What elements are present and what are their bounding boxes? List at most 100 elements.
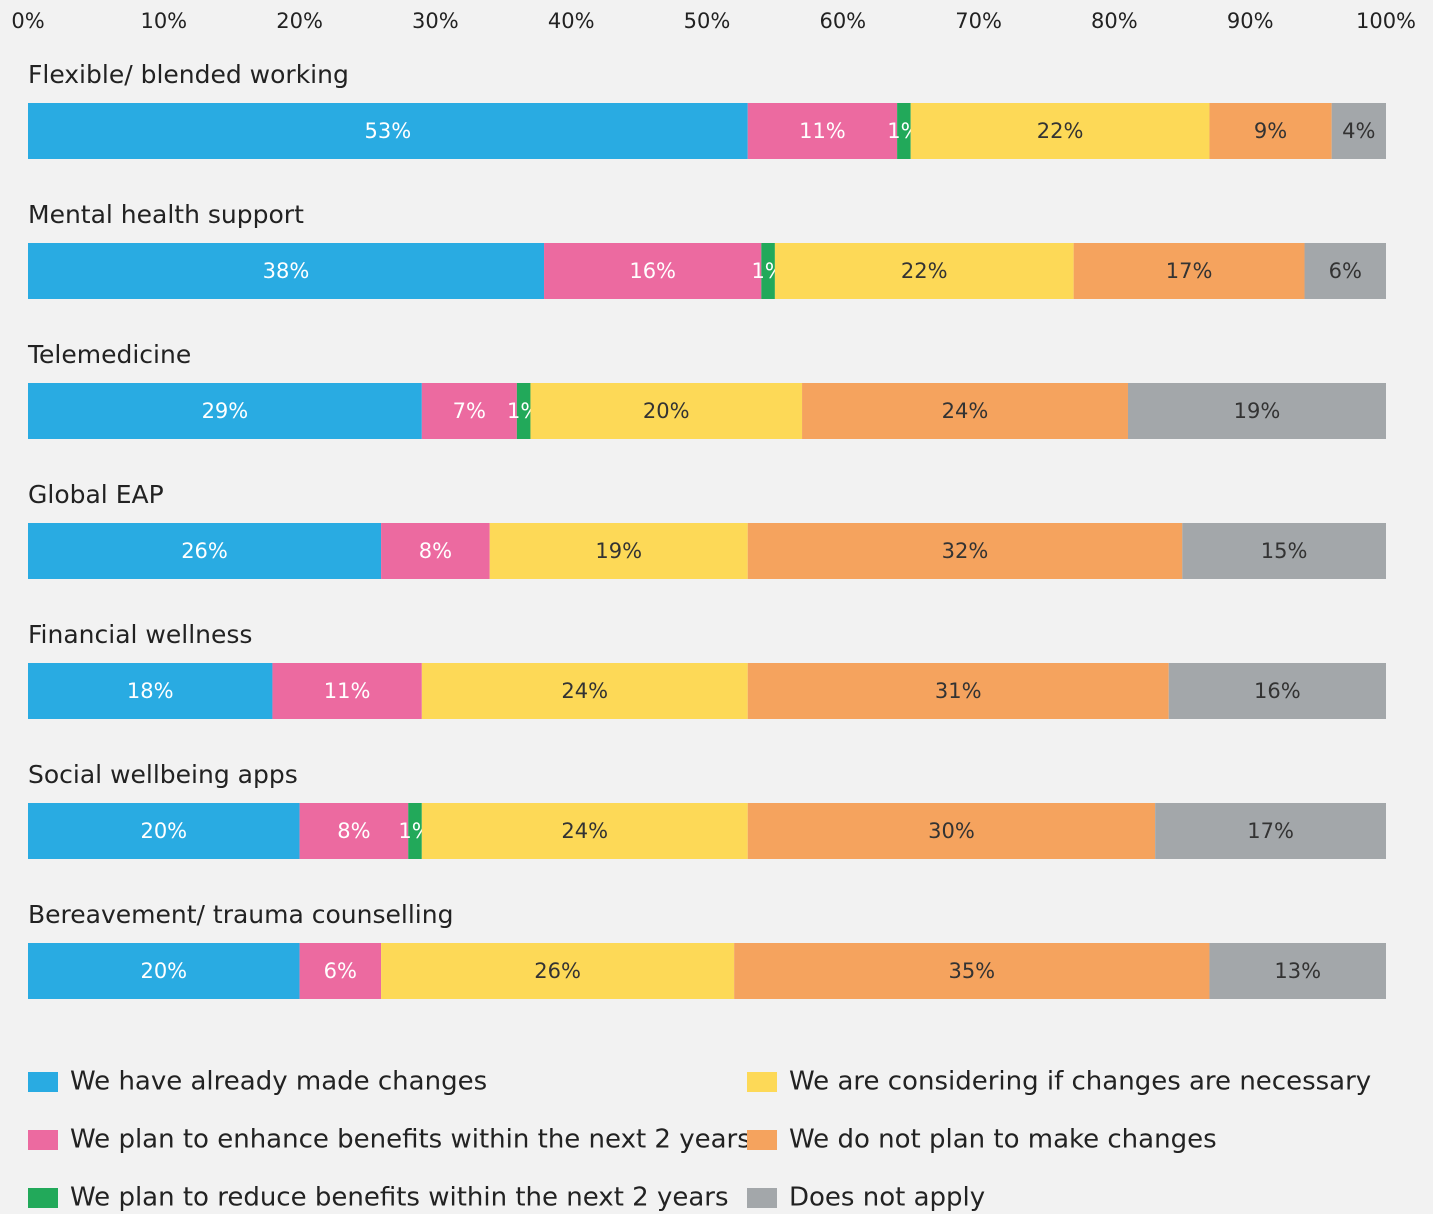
bar-segment [1331,103,1386,159]
value-label: 8% [337,819,370,843]
value-label: 4% [1342,119,1375,143]
legend-swatch [747,1130,777,1150]
value-label: 24% [942,399,989,423]
bar-segment [272,663,422,719]
value-label: 7% [453,399,486,423]
value-label: 35% [948,959,995,983]
bar-segment [1209,103,1332,159]
bar-segment [1155,803,1386,859]
bar-segment [747,803,1156,859]
bar-segment [1168,663,1386,719]
bar-segment [28,243,545,299]
bar-segment [1182,523,1386,579]
x-tick-label: 80% [1091,9,1138,33]
bar-segment [802,383,1128,439]
bar-segment [747,663,1169,719]
legend-label: We have already made changes [70,1067,487,1097]
legend-label: We plan to reduce benefits within the ne… [70,1183,729,1213]
x-tick-label: 0% [11,9,44,33]
category-label: Mental health support [28,200,304,229]
value-label: 26% [181,539,228,563]
value-label: 11% [799,119,846,143]
legend-swatch [28,1188,58,1208]
value-label: 20% [643,399,690,423]
category-label: Bereavement/ trauma counselling [28,900,453,929]
bar-segment [299,943,382,999]
bar-segment [544,243,762,299]
legend-swatch [747,1072,777,1092]
value-label: 6% [324,959,357,983]
bar-segment [381,523,490,579]
legend-label: We do not plan to make changes [789,1125,1217,1155]
bar-segment [1073,243,1305,299]
bar-segment [28,663,273,719]
bar-segment [408,803,422,859]
value-label: 8% [419,539,452,563]
x-tick-label: 20% [276,9,323,33]
value-label: 11% [324,679,371,703]
value-label: 18% [127,679,174,703]
bar-segment [28,523,382,579]
bar-segment [910,103,1210,159]
value-label: 24% [561,679,608,703]
bar-segment [28,103,748,159]
x-tick-label: 30% [412,9,459,33]
value-label: 30% [928,819,975,843]
value-label: 31% [935,679,982,703]
value-label: 6% [1329,259,1362,283]
value-label: 22% [901,259,948,283]
bar-segment [381,943,735,999]
value-label: 15% [1261,539,1308,563]
legend-swatch [28,1072,58,1092]
value-label: 24% [561,819,608,843]
value-label: 26% [534,959,581,983]
value-label: 22% [1037,119,1084,143]
value-label: 20% [140,959,187,983]
x-tick-label: 50% [684,9,731,33]
category-label: Global EAP [28,480,164,509]
value-label: 32% [942,539,989,563]
category-label: Financial wellness [28,620,252,649]
legend-swatch [747,1188,777,1208]
legend-label: We plan to enhance benefits within the n… [70,1125,751,1155]
bar-segment [761,243,775,299]
x-tick-label: 60% [819,9,866,33]
bar-segment [421,663,748,719]
legend-swatch [28,1130,58,1150]
value-label: 9% [1254,119,1287,143]
bar-segment [421,383,517,439]
bar-segment [897,103,911,159]
x-tick-label: 70% [955,9,1002,33]
bar-segment [747,523,1183,579]
bar-segment [516,383,531,439]
x-tick-label: 40% [548,9,595,33]
bar-segment [28,803,300,859]
value-label: 38% [263,259,310,283]
bar-segment [1304,243,1386,299]
value-label: 17% [1166,259,1213,283]
x-tick-label: 90% [1227,9,1274,33]
value-label: 29% [202,399,249,423]
category-label: Social wellbeing apps [28,760,298,789]
value-label: 20% [140,819,187,843]
bar-segment [1127,383,1386,439]
bar-segment [299,803,409,859]
bar-segment [489,523,748,579]
category-label: Flexible/ blended working [28,60,349,89]
value-label: 16% [629,259,676,283]
value-label: 53% [365,119,412,143]
bar-segment [1209,943,1386,999]
bar-segment [530,383,803,439]
x-tick-label: 10% [140,9,187,33]
value-label: 13% [1274,959,1321,983]
bar-segment [747,103,898,159]
legend-label: We are considering if changes are necess… [789,1067,1371,1097]
legend-label: Does not apply [789,1183,985,1213]
x-tick-label: 100% [1356,9,1416,33]
category-label: Telemedicine [27,340,191,369]
bar-segment [28,383,422,439]
bar-segment [28,943,300,999]
bar-segment [774,243,1074,299]
value-label: 19% [1234,399,1281,423]
